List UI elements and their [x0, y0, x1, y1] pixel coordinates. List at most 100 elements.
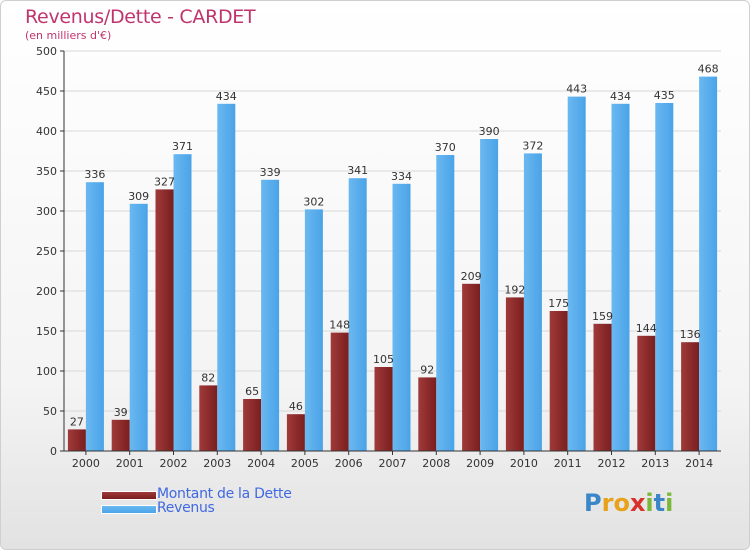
y-tick-label: 100 — [36, 365, 57, 378]
x-tick-label: 2014 — [685, 457, 713, 470]
y-tick-label: 250 — [36, 245, 57, 258]
data-label-revenue: 371 — [172, 140, 193, 153]
data-label-revenue: 434 — [216, 90, 237, 103]
data-label-debt: 136 — [680, 328, 701, 341]
legend-label-debt: Montant de la Dette — [157, 486, 292, 502]
data-label-debt: 92 — [420, 363, 434, 376]
bar-debt — [462, 283, 481, 451]
logo-letter: t — [653, 489, 666, 517]
x-tick-label: 2000 — [72, 457, 100, 470]
bar-debt — [111, 419, 130, 451]
data-label-revenue: 443 — [566, 83, 587, 96]
bar-revenue — [523, 153, 542, 451]
bar-debt — [330, 332, 349, 451]
logo-letter: r — [601, 489, 614, 517]
data-label-revenue: 390 — [479, 125, 500, 138]
bar-debt — [681, 342, 700, 451]
data-label-debt: 327 — [154, 175, 175, 188]
data-label-debt: 148 — [329, 319, 350, 332]
bar-debt — [286, 414, 305, 451]
logo-letter: i — [665, 489, 674, 517]
data-label-debt: 105 — [373, 353, 394, 366]
bar-debt — [374, 367, 393, 451]
y-tick-label: 300 — [36, 205, 57, 218]
bar-revenue — [480, 139, 499, 451]
x-tick-label: 2009 — [466, 457, 494, 470]
proxiti-logo: Proxiti — [584, 489, 673, 517]
x-tick-label: 2011 — [554, 457, 582, 470]
y-tick-label: 500 — [36, 45, 57, 58]
label-layer: 0 50 100 150 200 250 300 350 400 450 500 2000 27 336 2… — [36, 45, 719, 470]
bar-revenue — [567, 96, 586, 451]
data-label-debt: 27 — [70, 415, 84, 428]
legend-swatch-debt — [101, 491, 157, 500]
bar-revenue — [304, 209, 323, 451]
x-tick-label: 2002 — [160, 457, 188, 470]
axis-layer — [60, 50, 721, 455]
bar-debt — [418, 377, 437, 451]
logo-letter: P — [584, 489, 602, 517]
y-tick-label: 400 — [36, 125, 57, 138]
x-tick-label: 2013 — [641, 457, 669, 470]
y-tick-label: 200 — [36, 285, 57, 298]
data-label-debt: 46 — [289, 400, 303, 413]
logo-letter: x — [629, 489, 646, 517]
x-tick-label: 2004 — [247, 457, 275, 470]
x-tick-label: 2012 — [598, 457, 626, 470]
x-tick-label: 2003 — [203, 457, 231, 470]
y-tick-label: 50 — [43, 405, 57, 418]
bar-debt — [243, 399, 262, 451]
bar-debt — [155, 189, 174, 451]
bar-revenue — [217, 103, 236, 452]
bar-revenue — [129, 203, 148, 451]
y-tick-label: 450 — [36, 85, 57, 98]
data-label-revenue: 434 — [610, 90, 631, 103]
bar-revenue — [85, 182, 104, 451]
data-label-revenue: 339 — [260, 166, 281, 179]
x-tick-label: 2006 — [335, 457, 363, 470]
bar-layer — [67, 76, 718, 452]
chart-title: Revenus/Dette - CARDET — [25, 6, 256, 28]
data-label-revenue: 302 — [303, 195, 324, 208]
data-label-revenue: 435 — [654, 89, 675, 102]
y-tick-label: 350 — [36, 165, 57, 178]
bar-revenue — [392, 183, 411, 452]
data-label-revenue: 309 — [128, 190, 149, 203]
x-tick-label: 2005 — [291, 457, 319, 470]
bar-debt — [199, 385, 218, 451]
y-tick-label: 150 — [36, 325, 57, 338]
bar-debt — [67, 429, 86, 451]
bar-revenue — [348, 178, 367, 451]
data-label-revenue: 341 — [347, 164, 368, 177]
data-label-debt: 82 — [201, 371, 215, 384]
legend-label-revenue: Revenus — [157, 500, 215, 516]
chart-subtitle: (en milliers d'€) — [25, 29, 112, 42]
data-label-debt: 159 — [592, 310, 613, 323]
bar-debt — [505, 297, 524, 451]
data-label-debt: 39 — [114, 406, 128, 419]
x-tick-label: 2010 — [510, 457, 538, 470]
data-label-debt: 175 — [548, 297, 569, 310]
data-label-debt: 209 — [461, 270, 482, 283]
logo-letter: i — [645, 489, 654, 517]
bar-revenue — [173, 154, 192, 451]
bar-revenue — [436, 155, 455, 451]
x-tick-label: 2007 — [379, 457, 407, 470]
data-label-revenue: 370 — [435, 141, 456, 154]
legend-swatch-revenue — [101, 505, 157, 514]
y-tick-label: 0 — [50, 445, 57, 458]
bar-debt — [637, 335, 656, 451]
bar-debt — [549, 311, 568, 451]
data-label-debt: 65 — [245, 385, 259, 398]
bar-revenue — [655, 103, 674, 451]
x-tick-label: 2001 — [116, 457, 144, 470]
x-tick-label: 2008 — [422, 457, 450, 470]
bar-debt — [593, 323, 612, 451]
bar-revenue — [261, 179, 280, 452]
bar-revenue — [611, 103, 630, 452]
logo-letter: o — [613, 489, 630, 517]
data-label-revenue: 336 — [84, 168, 105, 181]
data-label-revenue: 372 — [522, 139, 543, 152]
